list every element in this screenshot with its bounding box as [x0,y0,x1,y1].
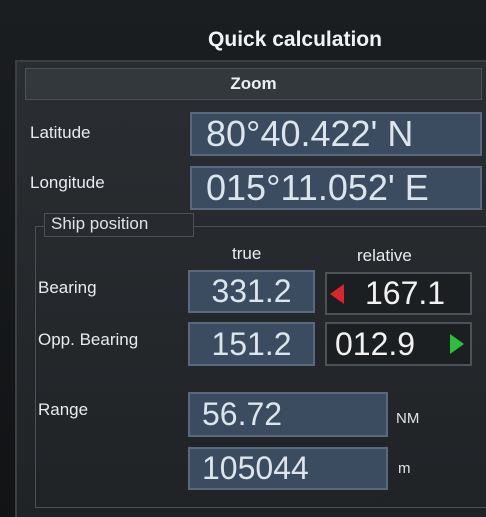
section-header: Zoom [25,68,482,100]
bearing-relative[interactable]: 167.1 [325,272,472,315]
range-m[interactable]: 105044 [188,447,388,490]
left-indicator [330,284,346,304]
longitude-label: Longitude [30,173,105,193]
longitude-field[interactable]: 015°11.052' E [190,166,482,210]
window-title: Quick calculation [185,28,405,52]
range-label: Range [38,400,88,420]
bearing-true[interactable]: 331.2 [188,270,315,313]
range-nm[interactable]: 56.72 [188,392,388,437]
group-title: Ship position [44,213,194,237]
opp-bearing-label: Opp. Bearing [38,330,138,350]
unit: NM [396,410,419,427]
latitude-field[interactable]: 80°40.422' N [190,112,482,156]
latitude-label: Latitude [30,123,91,143]
bearing-label: Bearing [38,278,97,298]
column-header: true [232,244,261,264]
unit: m [398,460,411,477]
screen: Quick calculation Zoom Latitude 80°40.42… [0,0,486,517]
opp-bearing-true[interactable]: 151.2 [188,322,315,366]
right-indicator [450,334,466,354]
column-header: relative [357,246,412,266]
